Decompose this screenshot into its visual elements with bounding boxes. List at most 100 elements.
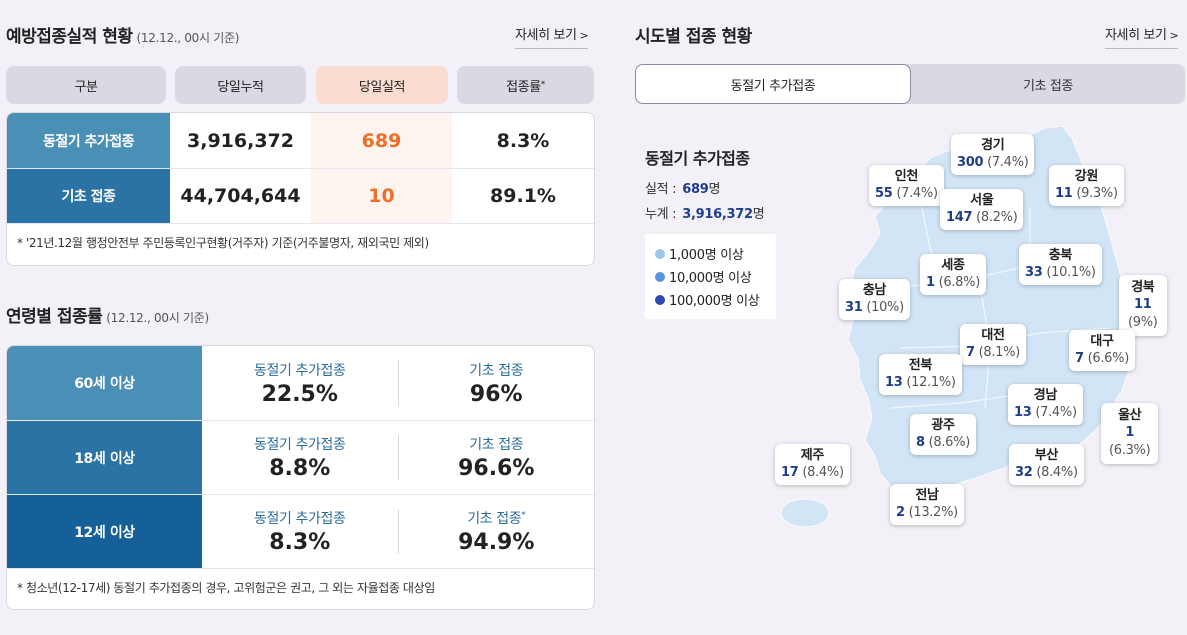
divider <box>397 435 399 480</box>
basic-label-text: 기초 접종 <box>469 437 524 453</box>
region-chungnam[interactable]: 충남 31 (10%) <box>839 279 910 320</box>
region-values: 11 (9.3%) <box>1055 185 1118 203</box>
regional-title: 시도별 접종 현황 <box>635 27 752 47</box>
table-row: 동절기 추가접종 3,916,372 689 8.3% <box>7 113 594 168</box>
region-values: 1 (6.8%) <box>926 274 980 292</box>
total-label: 누계 : <box>645 207 677 222</box>
region-jeonnam[interactable]: 전남 2 (13.2%) <box>890 484 964 525</box>
divider <box>397 509 399 554</box>
perf-value: 689 <box>682 182 709 197</box>
region-name: 경남 <box>1033 388 1058 403</box>
basic-value: 96.6% <box>458 456 535 481</box>
region-daejeon[interactable]: 대전 7 (8.1%) <box>960 324 1026 365</box>
legend-label: 1,000명 이상 <box>669 248 744 263</box>
performance-footnote: * '21년.12월 행정안전부 주민등록인구현황(거주자) 기준(거주불명자,… <box>7 223 594 261</box>
age-title-text: 연령별 접종률 <box>6 307 103 327</box>
region-values: 13 (12.1%) <box>885 374 956 392</box>
performance-title: 예방접종실적 현황 (12.12., 00시 기준) <box>6 22 239 47</box>
region-incheon[interactable]: 인천 55 (7.4%) <box>869 165 944 206</box>
region-count: 33 <box>1025 265 1043 280</box>
performance-title-text: 예방접종실적 현황 <box>6 27 133 47</box>
region-count: 300 <box>957 155 984 170</box>
region-name: 강원 <box>1074 169 1099 184</box>
region-count: 7 <box>1075 351 1084 366</box>
region-gyeongnam[interactable]: 경남 13 (7.4%) <box>1008 384 1083 425</box>
region-rate: (10%) <box>866 300 904 315</box>
region-count-line: 11 <box>1128 296 1158 314</box>
region-rate: (8.4%) <box>1036 465 1078 480</box>
regional-more-link[interactable]: 자세히 보기 > <box>1105 24 1179 49</box>
region-count: 11 <box>1134 297 1152 312</box>
region-values: 147 (8.2%) <box>946 209 1018 227</box>
region-count: 2 <box>896 505 905 520</box>
basic-label-text: 기초 접종 <box>467 511 522 527</box>
region-sejong[interactable]: 세종 1 (6.8%) <box>920 254 986 295</box>
region-values: 33 (10.1%) <box>1025 264 1096 282</box>
jeju-shape <box>780 498 830 528</box>
region-jeonbuk[interactable]: 전북 13 (12.1%) <box>879 354 962 395</box>
performance-table: 동절기 추가접종 3,916,372 689 8.3% 기초 접종 44,704… <box>6 112 595 266</box>
region-values: 32 (8.4%) <box>1015 464 1078 482</box>
age-footnote: * 청소년(12-17세) 동절기 추가접종의 경우, 고위험군은 권고, 그 … <box>7 568 594 609</box>
region-ulsan[interactable]: 울산 1 (6.3%) <box>1101 403 1159 464</box>
region-seoul[interactable]: 서울 147 (8.2%) <box>940 189 1024 230</box>
basic-label: 기초 접종* <box>467 508 526 528</box>
region-count: 17 <box>781 465 799 480</box>
map-legend: 1,000명 이상 10,000명 이상 100,000명 이상 <box>645 234 776 319</box>
region-rate: (7.4%) <box>1035 405 1077 420</box>
region-daegu[interactable]: 대구 7 (6.6%) <box>1069 330 1135 371</box>
region-count: 55 <box>875 186 893 201</box>
legend-dot-icon <box>655 248 665 259</box>
header-rate-mark: * <box>540 80 546 90</box>
total-unit: 명 <box>752 207 765 222</box>
region-name: 서울 <box>970 193 994 208</box>
tab-booster[interactable]: 동절기 추가접종 <box>635 64 911 104</box>
region-jeju[interactable]: 제주 17 (8.4%) <box>775 444 850 485</box>
basic-col: 기초 접종 96.6% <box>399 421 595 494</box>
region-rate: (8.6%) <box>928 435 971 450</box>
region-rate-line: (9%) <box>1128 314 1158 332</box>
region-rate: (9.3%) <box>1076 186 1118 201</box>
booster-value: 22.5% <box>261 381 338 407</box>
region-busan[interactable]: 부산 32 (8.4%) <box>1009 444 1084 485</box>
region-values: 8 (8.6%) <box>916 434 970 452</box>
basic-label-mark: * <box>521 510 526 521</box>
region-name: 충북 <box>1048 248 1073 263</box>
region-chungbuk[interactable]: 충북 33 (10.1%) <box>1019 244 1102 285</box>
region-gyeongbuk[interactable]: 경북 11 (9%) <box>1119 275 1167 336</box>
performance-more-link[interactable]: 자세히 보기 > <box>515 24 589 49</box>
region-name: 부산 <box>1034 448 1059 463</box>
tab-basic[interactable]: 기초 접종 <box>1023 78 1073 94</box>
region-values: 13 (7.4%) <box>1014 404 1077 422</box>
region-count-line: 1 <box>1109 424 1150 442</box>
region-rate: (7.4%) <box>987 155 1029 170</box>
region-rate: (6.8%) <box>938 275 981 290</box>
region-gyeonggi[interactable]: 경기 300 (7.4%) <box>951 134 1035 175</box>
more-link-label: 자세히 보기 <box>1105 28 1167 43</box>
region-name: 전북 <box>908 358 933 373</box>
region-count: 8 <box>916 435 925 450</box>
chevron-right-icon: > <box>1169 29 1179 42</box>
region-values: 17 (8.4%) <box>781 464 844 482</box>
legend-dot-icon <box>655 271 665 282</box>
regional-tabs: 동절기 추가접종 기초 접종 <box>635 64 1185 104</box>
region-rate-line: (6.3%) <box>1109 442 1151 460</box>
region-gwangju[interactable]: 광주 8 (8.6%) <box>910 414 976 455</box>
region-rate: (8.2%) <box>976 210 1018 225</box>
legend-label: 100,000명 이상 <box>669 294 760 309</box>
region-gangwon[interactable]: 강원 11 (9.3%) <box>1049 165 1124 206</box>
region-name: 대전 <box>981 328 1005 343</box>
region-values: 7 (6.6%) <box>1075 350 1129 368</box>
region-values: 300 (7.4%) <box>957 154 1029 172</box>
header-cumulative: 당일누적 <box>175 66 306 104</box>
legend-dot-icon <box>655 294 665 305</box>
region-name: 경기 <box>981 138 1005 153</box>
region-name: 인천 <box>894 169 919 184</box>
region-rate: (6.3%) <box>1109 443 1151 458</box>
rate-value: 89.1% <box>490 185 556 207</box>
region-values: 7 (8.1%) <box>966 344 1020 362</box>
rate-value: 8.3% <box>496 129 550 152</box>
basic-label: 기초 접종 <box>469 360 523 380</box>
header-category: 구분 <box>6 66 166 104</box>
more-link-label: 자세히 보기 <box>515 28 577 43</box>
